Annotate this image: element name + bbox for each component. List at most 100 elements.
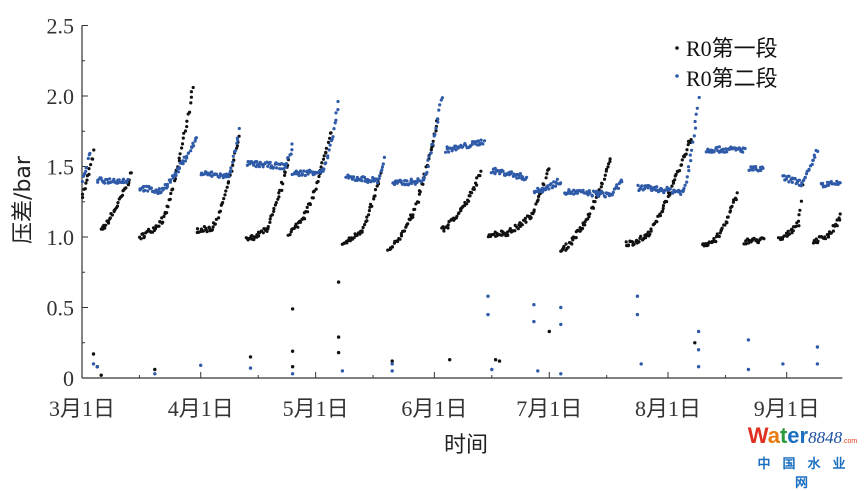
data-point — [289, 152, 293, 156]
data-point — [324, 146, 328, 150]
data-point — [266, 164, 270, 168]
data-point — [168, 197, 172, 201]
data-point — [193, 139, 197, 143]
data-point — [570, 242, 574, 246]
data-point — [692, 134, 696, 138]
data-point — [229, 166, 233, 170]
data-point — [714, 235, 719, 239]
data-point — [643, 186, 647, 191]
data-point — [720, 226, 724, 230]
data-point — [178, 152, 182, 156]
data-point — [327, 148, 331, 152]
data-point — [83, 187, 87, 191]
data-point — [467, 199, 471, 203]
data-point — [423, 173, 427, 177]
outlier-point — [199, 363, 203, 367]
data-point — [330, 137, 334, 141]
data-point — [369, 179, 373, 183]
data-point — [247, 236, 251, 241]
data-point — [156, 191, 160, 196]
data-point — [126, 177, 130, 182]
data-point — [524, 220, 528, 224]
data-point — [688, 153, 692, 157]
data-point — [399, 234, 404, 238]
data-point — [655, 185, 659, 189]
data-point — [547, 167, 551, 171]
data-point — [686, 143, 690, 147]
data-point — [157, 187, 161, 191]
data-point — [294, 222, 298, 226]
data-point — [276, 197, 280, 201]
data-point — [695, 106, 699, 110]
data-point — [257, 165, 261, 169]
data-point — [588, 191, 592, 195]
data-point — [81, 174, 86, 178]
data-point — [407, 182, 411, 186]
data-point — [181, 159, 185, 163]
data-point — [176, 170, 180, 174]
outlier-point — [497, 359, 502, 363]
data-point — [460, 145, 465, 149]
data-point — [192, 144, 196, 148]
data-point — [302, 169, 306, 173]
data-point — [835, 224, 839, 228]
data-point — [762, 237, 766, 241]
legend-marker-series-2 — [675, 74, 679, 78]
data-point — [316, 179, 320, 184]
data-point — [180, 142, 185, 146]
data-point — [721, 147, 725, 151]
data-point — [185, 154, 189, 158]
data-point — [691, 140, 695, 144]
data-point — [649, 227, 653, 231]
data-point — [838, 212, 842, 216]
data-point — [549, 182, 553, 186]
data-point — [640, 184, 644, 188]
data-point — [222, 197, 226, 201]
data-point — [782, 174, 786, 178]
data-point — [782, 234, 787, 238]
axes: 0 0.5 1.0 1.5 2.0 2.5 3月1日 4月1日 5月1日 6月1日 7月1日 8月1日… — [47, 14, 843, 421]
data-point — [730, 204, 734, 208]
data-point — [417, 200, 421, 204]
data-point — [194, 136, 198, 140]
data-point — [650, 188, 654, 193]
data-point — [690, 148, 694, 152]
data-point — [231, 154, 235, 158]
outlier-point — [532, 303, 536, 307]
data-point — [737, 146, 741, 150]
data-point — [624, 240, 628, 244]
data-point — [231, 163, 235, 167]
data-point — [398, 237, 402, 241]
data-point — [683, 183, 687, 187]
data-point — [234, 148, 238, 153]
data-point — [210, 170, 214, 174]
outlier-point — [815, 362, 820, 366]
data-point — [280, 188, 284, 192]
data-point — [149, 186, 153, 190]
data-point — [360, 229, 364, 233]
data-point — [797, 178, 802, 182]
data-point — [517, 176, 521, 180]
data-point — [83, 172, 87, 176]
data-point — [668, 193, 672, 197]
data-point — [820, 181, 825, 185]
data-point — [409, 177, 413, 181]
data-point — [421, 182, 425, 186]
data-point — [277, 191, 281, 195]
data-point — [816, 239, 820, 243]
data-point — [319, 165, 323, 169]
data-point — [811, 158, 815, 162]
data-point — [363, 223, 367, 227]
data-point — [191, 85, 195, 90]
data-point — [562, 244, 566, 249]
data-point — [668, 187, 672, 191]
data-point — [796, 219, 801, 223]
y-axis-title: 压差/bar — [11, 155, 36, 244]
data-point — [139, 237, 143, 241]
data-point — [380, 165, 384, 169]
data-point — [326, 140, 331, 144]
legend-label-series-2: R0第二段 — [686, 66, 778, 91]
data-point — [142, 235, 146, 239]
data-point — [185, 119, 189, 123]
data-point — [660, 187, 664, 191]
